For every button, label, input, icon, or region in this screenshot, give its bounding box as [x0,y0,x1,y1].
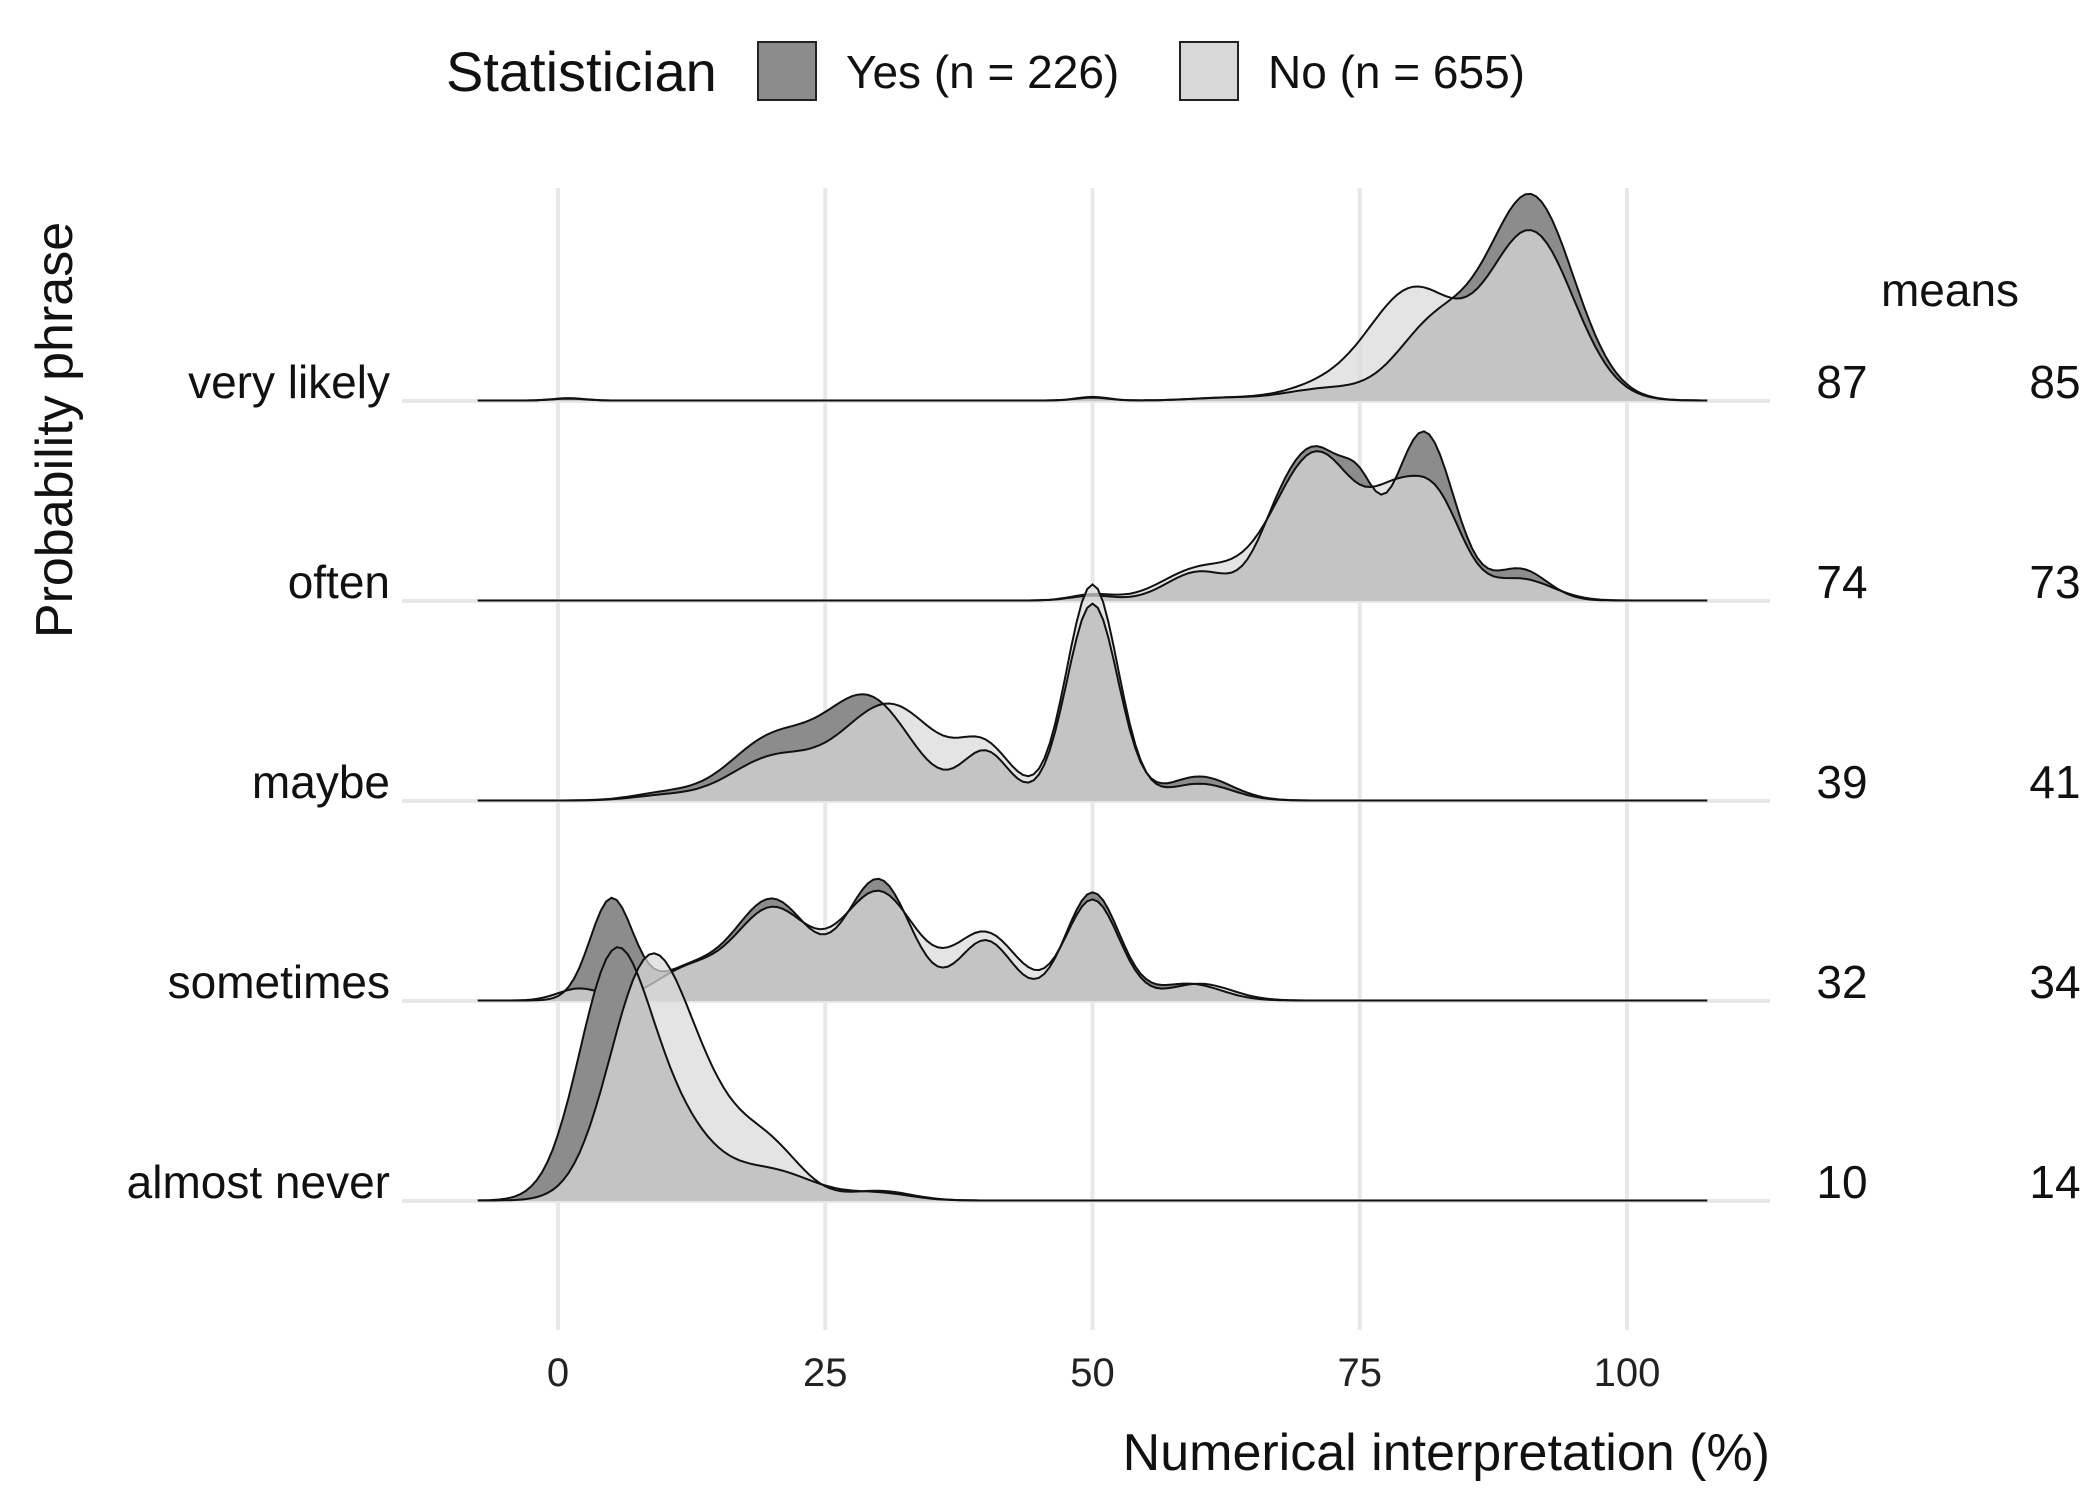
legend: Statistician Yes (n = 226) No (n = 655) [446,40,1525,103]
mean-no: 14 [2029,1156,2080,1208]
density-no-sometimes [477,890,1708,1001]
ridges [477,192,1708,1202]
mean-yes: 10 [1816,1156,1867,1208]
legend-label-yes: Yes (n = 226) [846,46,1119,98]
mean-no: 85 [2029,356,2080,408]
means-header: means [1881,264,2019,316]
mean-yes: 87 [1816,356,1867,408]
x-tick-label: 0 [547,1351,569,1395]
legend-title: Statistician [446,40,717,103]
x-axis-ticks: 0 25 50 75 100 [547,1351,1661,1395]
mean-yes: 32 [1816,956,1867,1008]
ridge-very-likely [477,192,1708,402]
outline-no [477,583,1708,802]
y-axis-title: Probability phrase [26,222,84,638]
outline-no [477,952,1708,1202]
mean-yes: 74 [1816,556,1867,608]
category-label: very likely [188,356,390,408]
ridge-sometimes [477,877,1708,1002]
density-no-maybe [477,584,1708,801]
outline-no [477,889,1708,1002]
mean-no: 34 [2029,956,2080,1008]
ridge-maybe [477,583,1708,802]
density-no-very-likely [477,230,1708,401]
density-no-often [477,451,1708,601]
x-tick-label: 75 [1338,1351,1383,1395]
outline-no [477,229,1708,402]
category-label: almost never [127,1156,390,1208]
means-column: 87 85 74 73 39 41 32 34 10 14 [1816,356,2080,1208]
mean-no: 41 [2029,756,2080,808]
x-axis-title: Numerical interpretation (%) [1123,1424,1770,1482]
x-tick-label: 25 [803,1351,848,1395]
x-tick-label: 100 [1594,1351,1661,1395]
category-label: often [288,556,390,608]
category-labels: very likely often maybe sometimes almost nev… [127,356,390,1208]
legend-swatch-yes [757,41,817,101]
legend-label-no: No (n = 655) [1268,46,1525,98]
mean-yes: 39 [1816,756,1867,808]
density-no-almost-never [477,953,1708,1201]
category-label: sometimes [168,956,390,1008]
legend-swatch-no [1179,41,1239,101]
x-tick-label: 50 [1070,1351,1115,1395]
mean-no: 73 [2029,556,2080,608]
ridge-almost-never [477,946,1708,1202]
category-label: maybe [252,756,390,808]
